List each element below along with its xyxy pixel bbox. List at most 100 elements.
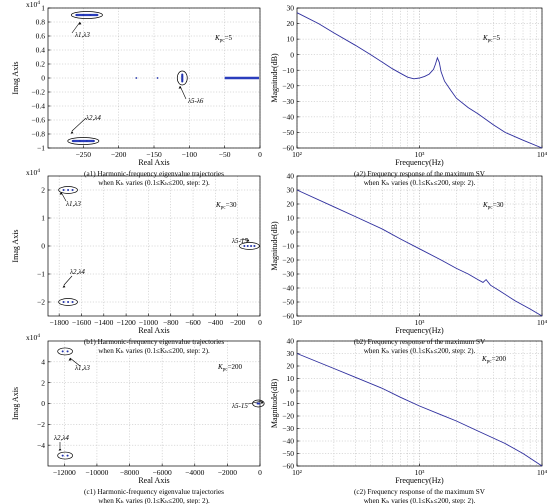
cluster-2: λ2,λ4 [53,434,73,460]
caption-b1: (b1) Harmonic-frequency eigenvalue traje… [84,338,224,346]
y-tick-label: 0 [41,399,45,408]
caption-note-a1: when Kₕ varies (0.1≤Kₕ≤200, step: 2). [98,179,210,187]
cluster-ring [57,451,73,460]
y-tick-label: 40 [287,172,295,181]
y-tick-label: 0.4 [36,46,46,55]
data-point [181,80,184,83]
data-point [75,14,78,16]
cluster-label: λ2,λ4 [85,114,101,122]
cluster-ring [57,347,73,356]
x-tick-label: −200 [230,318,246,327]
annotation-arrow [63,275,73,286]
x-tick-label: −200 [111,150,127,159]
y-tick-label: 20 [287,19,295,28]
y-tick-label: 0 [290,228,294,237]
axis-exponent: x104 [26,0,40,9]
y-tick-label: −2 [37,420,45,429]
cluster-label: λ5-λ6 [187,97,204,105]
y-tick-label: 4 [41,357,45,366]
cluster-ring [67,137,100,145]
y-tick-label: −50 [282,449,294,458]
kpc-annotation: Kpc=200 [217,363,243,373]
x-axis-label: Frequency(Hz) [395,158,444,167]
series-line [296,12,543,149]
x-tick-label: −600 [185,318,201,327]
chart-a2: 10² 10³ 10⁴ −60 −50 −40 −30 −20 −10 0 10 20 30 Freque… [270,4,547,187]
series-line [296,189,543,317]
cluster-ring [70,11,103,19]
x-tick-label: −10000 [85,468,108,477]
y-tick-label: −40 [282,437,294,446]
y-tick-label: −10 [282,242,294,251]
caption-note-b2: when Kₕ varies (0.1≤Kₕ≤200, step: 2). [364,347,476,355]
y-tick-label: −20 [282,81,294,90]
chart-b1: −1800 −1600 −1400 −1200 −1000 −800 −600 −400 −20… [11,168,262,355]
y-tick-label: −0.8 [31,130,45,139]
arrow-head [246,239,250,242]
y-tick-label: 0 [41,242,45,251]
x-tick-label: −4000 [185,468,204,477]
x-tick-label: 10³ [415,150,426,159]
caption-note-c2: when Kₕ varies (0.1≤Kₕ≤200, step: 2). [364,497,476,504]
arrow-head [59,192,63,195]
data-point [181,77,184,79]
y-tick-label: 10 [287,374,295,383]
data-point [67,301,70,303]
y-tick-label: −20 [282,412,294,421]
data-point [246,245,249,247]
x-tick-label: 0 [258,318,262,327]
chart-b2: 10² 10³ 10⁴ −60 −50 −40 −30 −20 −10 0 10 20 30 40 Freq… [270,172,547,355]
x-tick-label: 10⁴ [537,318,548,327]
x-tick-label: −6000 [153,468,172,477]
kpc-annotation: Kpc=30 [215,201,237,211]
data-point [66,350,69,353]
arrow-head [58,448,62,451]
y-tick-label: −0.4 [31,102,45,111]
cluster-ring [176,70,188,86]
x-tick-label: 0 [258,468,262,477]
x-tick-label: −1000 [139,318,158,327]
cluster-4 [135,76,259,80]
y-tick-label: 20 [287,200,295,209]
cluster-label: λ1,λ3 [74,364,90,372]
data-point [62,301,65,303]
cluster-label: λ5-15 [231,402,248,410]
data-point [243,245,246,247]
y-axis-label: Imag Axis [11,229,20,262]
y-tick-label: −60 [282,312,294,321]
y-axis-label: Magnitude(dB) [270,221,279,271]
cluster-3: λ5-15 [231,399,265,410]
x-tick-label: −400 [208,318,224,327]
chart-c2: 10² 10³ 10⁴ −60 −50 −40 −30 −20 −10 0 10 20 30 40 Freq… [270,337,547,504]
caption-a2: (a2) Frequency response of the maximum S… [354,170,486,178]
kpc-annotation: Kpc=5 [214,34,233,44]
cluster-1: λ1,λ3 [58,186,81,208]
y-tick-label: 2 [41,378,45,387]
cluster-ring [239,242,260,250]
x-axis-label: Real Axis [138,476,169,485]
caption-note-c1: when Kₕ varies (0.1≤Kₕ≤200, step: 2). [98,497,210,504]
y-tick-label: −10 [282,66,294,75]
y-tick-label: −40 [282,284,294,293]
data-point [71,301,74,303]
x-tick-label: 10⁴ [537,468,548,477]
caption-a1: (a1) Harmonic-frequency eigenvalue traje… [84,170,224,178]
x-axis-label: Real Axis [138,158,169,167]
arrow-head [78,22,82,25]
x-tick-label: −1400 [94,318,113,327]
cluster-2: λ2,λ4 [67,114,101,145]
y-tick-label: −20 [282,256,294,265]
caption-b2: (b2) Frequency response of the maximum S… [354,338,486,346]
x-tick-label: −150 [146,150,162,159]
x-tick-label: −50 [219,150,231,159]
arrow-head [178,86,182,89]
data-point [181,73,184,76]
y-tick-label: −60 [282,462,294,471]
cluster-3: λ5-15 [231,237,260,250]
x-tick-label: −100 [182,150,198,159]
x-tick-label: −12000 [53,468,76,477]
y-tick-label: 1 [41,214,45,223]
data-point [61,454,64,457]
y-tick-label: 10 [287,214,295,223]
caption-note-a2: when Kₕ varies (0.1≤Kₕ≤200, step: 2). [364,179,476,187]
